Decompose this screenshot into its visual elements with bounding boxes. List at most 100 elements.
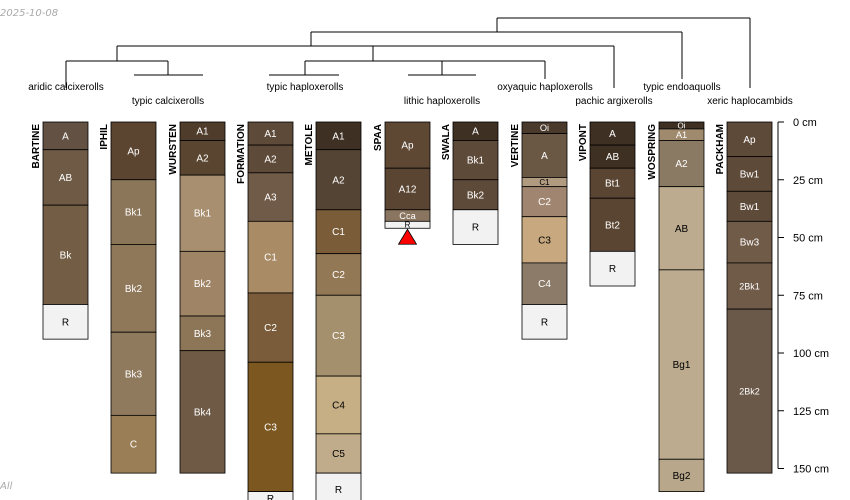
soil-horizon <box>452 179 499 211</box>
horizon-label: C1 <box>539 178 550 187</box>
soil-horizon <box>247 220 294 294</box>
soil-horizon <box>726 190 773 222</box>
soil-horizon <box>315 433 362 474</box>
horizon-label: Ap <box>401 141 414 152</box>
horizon-label: R <box>609 264 616 275</box>
soil-horizon <box>110 331 157 416</box>
profile-name: SWALA <box>441 124 452 160</box>
horizon-label: A <box>541 151 548 162</box>
soil-horizon <box>658 458 705 493</box>
horizon-label: Bw1 <box>740 202 760 213</box>
depth-axis-tick-label: 75 cm <box>793 290 823 302</box>
horizon-label: A2 <box>675 159 688 170</box>
soil-horizon <box>42 204 89 305</box>
horizon-label: C3 <box>264 422 277 433</box>
horizon-label: Bk2 <box>194 279 212 290</box>
horizon-label: C2 <box>332 270 345 281</box>
horizon-label: A3 <box>264 193 277 204</box>
profile-name: SPAA <box>373 124 384 151</box>
horizon-label: C1 <box>332 227 345 238</box>
horizon-label: A2 <box>264 154 277 165</box>
soil-horizon <box>726 308 773 474</box>
horizon-label: Ap <box>743 135 756 146</box>
soil-horizon <box>179 315 226 352</box>
soil-horizon <box>315 472 362 500</box>
profile-name: FORMATION <box>236 124 247 184</box>
soil-horizon <box>521 304 568 340</box>
horizon-label: A <box>609 129 616 140</box>
soil-horizon <box>658 186 705 271</box>
taxon-class-label: typic calcixerolls <box>132 96 204 107</box>
profile-name: WURSTEN <box>168 124 179 175</box>
horizon-label: Oi <box>540 123 549 133</box>
soil-horizon <box>110 244 157 333</box>
horizon-label: Oi <box>678 121 686 130</box>
taxon-class-label: lithic haploxerolls <box>404 96 480 107</box>
profile-name: WOSPRING <box>647 124 658 180</box>
horizon-label: Bk2 <box>125 284 143 295</box>
horizon-label: AB <box>606 152 620 163</box>
soil-horizon <box>658 269 705 460</box>
horizon-label: C1 <box>264 253 277 264</box>
horizon-label: AB <box>675 224 689 235</box>
soil-horizon <box>315 209 362 255</box>
horizon-label: Bk4 <box>194 407 212 418</box>
depth-axis-tick-label: 150 cm <box>793 464 829 476</box>
soil-horizon <box>247 292 294 363</box>
soil-horizon <box>179 250 226 317</box>
horizon-label: Bk <box>60 250 73 261</box>
profile-name: METOLE <box>304 124 315 166</box>
lithic-contact-marker <box>397 228 418 245</box>
soil-horizon <box>589 250 636 287</box>
soil-horizon <box>315 375 362 435</box>
horizon-label: Bt1 <box>605 179 620 190</box>
soil-horizon <box>658 140 705 188</box>
horizon-label: Bk1 <box>194 209 212 220</box>
horizon-label: C4 <box>538 279 551 290</box>
horizon-label: A1 <box>332 131 345 142</box>
horizon-label: C2 <box>264 323 277 334</box>
horizon-label: Bk1 <box>467 156 485 167</box>
horizon-label: C4 <box>332 400 345 411</box>
horizon-label: Bk2 <box>467 190 485 201</box>
taxon-class-label: pachic argixerolls <box>575 96 652 107</box>
soil-horizon <box>110 179 157 245</box>
profile-name: IPHIL <box>99 124 110 150</box>
horizon-label: A1 <box>264 129 277 140</box>
horizon-label: 2Bk1 <box>739 282 760 292</box>
corner-mark: All <box>0 481 13 492</box>
depth-axis-tick-label: 125 cm <box>793 406 829 418</box>
horizon-label: A <box>472 127 479 138</box>
horizon-label: Bk3 <box>194 329 212 340</box>
horizon-label: C3 <box>538 235 551 246</box>
taxon-class-label: typic haploxerolls <box>267 82 344 93</box>
soil-horizon <box>42 304 89 340</box>
soil-horizon <box>247 361 294 492</box>
soil-horizon <box>589 197 636 252</box>
taxon-class-label: xeric haplocambids <box>707 96 793 107</box>
soil-horizon <box>247 172 294 222</box>
date-stamp: 2025-10-08 <box>0 8 59 19</box>
depth-axis-tick-label: 25 cm <box>793 175 823 187</box>
horizon-label: C3 <box>332 331 345 342</box>
soil-horizon <box>726 121 773 158</box>
soil-horizon <box>179 140 226 176</box>
horizon-label: A1 <box>676 130 687 140</box>
taxon-class-label: aridic calcixerolls <box>28 82 104 93</box>
horizon-label: R <box>541 317 548 328</box>
horizon-label: C5 <box>332 449 345 460</box>
horizon-label: Bw1 <box>740 169 760 180</box>
horizon-label: Bw3 <box>740 238 760 249</box>
soil-horizon <box>452 140 499 181</box>
soil-horizon <box>42 121 89 151</box>
soil-horizon <box>452 209 499 245</box>
horizon-label: Cca <box>399 211 416 221</box>
soil-horizon <box>589 167 636 199</box>
soil-horizon <box>42 149 89 206</box>
soil-horizon <box>315 121 362 151</box>
depth-axis-tick-label: 100 cm <box>793 348 829 360</box>
horizon-label: Bt2 <box>605 220 620 231</box>
horizon-label: AB <box>59 173 73 184</box>
soil-horizon <box>110 121 157 181</box>
horizon-label: R <box>267 494 274 500</box>
